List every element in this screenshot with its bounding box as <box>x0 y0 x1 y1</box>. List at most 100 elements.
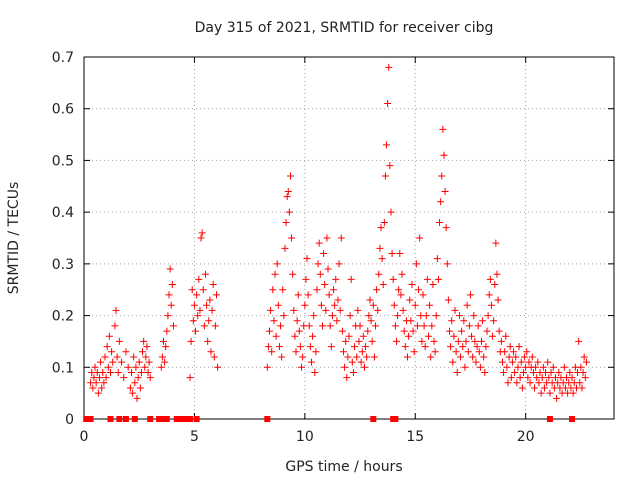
data-point <box>523 348 531 356</box>
zero-point <box>180 416 187 422</box>
data-point <box>384 100 392 108</box>
data-point <box>428 322 436 330</box>
data-point <box>346 312 354 320</box>
data-point <box>475 348 483 356</box>
data-point <box>439 125 447 133</box>
data-point <box>315 239 323 247</box>
data-point <box>390 301 398 309</box>
data-point <box>320 250 328 258</box>
data-point <box>358 348 366 356</box>
data-point <box>368 337 376 345</box>
data-point <box>108 348 116 356</box>
data-point <box>582 358 590 366</box>
data-point <box>269 286 277 294</box>
data-point <box>421 343 429 351</box>
data-point <box>525 358 533 366</box>
data-point <box>342 337 350 345</box>
data-point <box>309 332 317 340</box>
data-point <box>203 301 211 309</box>
data-point <box>532 363 540 371</box>
data-point <box>579 368 587 376</box>
data-point <box>460 317 468 325</box>
data-point <box>482 343 490 351</box>
data-point <box>333 317 341 325</box>
data-point <box>290 306 298 314</box>
data-point <box>328 312 336 320</box>
data-point <box>391 322 399 330</box>
y-tick-labels: 0 0.1 0.2 0.3 0.4 0.5 0.6 0.7 <box>52 50 74 428</box>
data-point <box>383 141 391 149</box>
x-tick-label: 5 <box>190 429 199 445</box>
data-point <box>205 317 213 325</box>
data-point <box>263 363 271 371</box>
data-point <box>95 374 103 382</box>
data-point <box>526 379 534 387</box>
data-point <box>375 270 383 278</box>
data-point <box>321 281 329 289</box>
data-point <box>298 363 306 371</box>
data-point <box>325 291 333 299</box>
data-point <box>146 374 154 382</box>
data-point <box>443 260 451 268</box>
data-point <box>94 389 102 397</box>
data-point <box>160 337 167 345</box>
data-point <box>115 337 123 345</box>
data-point <box>479 317 487 325</box>
data-point <box>122 348 130 356</box>
data-point <box>168 281 176 289</box>
data-point <box>337 234 345 242</box>
data-point <box>547 368 555 376</box>
data-point <box>322 306 330 314</box>
data-point <box>199 286 207 294</box>
data-point <box>418 337 426 345</box>
data-point <box>145 358 153 366</box>
data-points <box>83 63 590 422</box>
data-point <box>512 353 520 361</box>
data-point <box>381 172 389 180</box>
data-point <box>213 291 220 299</box>
data-point <box>207 348 215 356</box>
data-point <box>289 270 297 278</box>
data-point <box>323 234 331 242</box>
data-point <box>507 374 515 382</box>
data-point <box>464 348 472 356</box>
data-point <box>186 374 194 382</box>
data-point <box>195 275 203 283</box>
data-point <box>505 353 513 361</box>
data-point <box>473 343 481 351</box>
data-point <box>373 286 381 294</box>
data-point <box>374 306 382 314</box>
data-point <box>458 327 466 335</box>
data-point <box>206 296 214 304</box>
data-point <box>401 343 409 351</box>
data-point <box>264 343 272 351</box>
data-point <box>139 348 147 356</box>
data-point <box>161 358 169 366</box>
data-point <box>293 317 301 325</box>
data-point <box>385 63 393 71</box>
data-point <box>354 306 362 314</box>
data-point <box>478 337 485 345</box>
data-point <box>485 291 493 299</box>
data-point <box>349 368 357 376</box>
data-point <box>461 363 469 371</box>
data-point <box>208 306 216 314</box>
data-point <box>502 332 510 340</box>
data-point <box>419 291 427 299</box>
chart-title: Day 315 of 2021, SRMTID for receiver cib… <box>195 20 494 36</box>
data-point <box>438 172 446 180</box>
data-point <box>472 358 480 366</box>
data-point <box>430 337 438 345</box>
data-point <box>451 306 459 314</box>
data-point <box>450 332 458 340</box>
data-point <box>392 337 400 345</box>
data-point <box>436 218 444 226</box>
data-point <box>104 363 112 371</box>
data-point <box>518 384 526 392</box>
data-point <box>476 363 484 371</box>
data-point <box>359 332 367 340</box>
data-point <box>425 332 432 340</box>
data-point <box>422 312 430 320</box>
data-point <box>372 322 379 330</box>
data-point <box>356 322 364 330</box>
